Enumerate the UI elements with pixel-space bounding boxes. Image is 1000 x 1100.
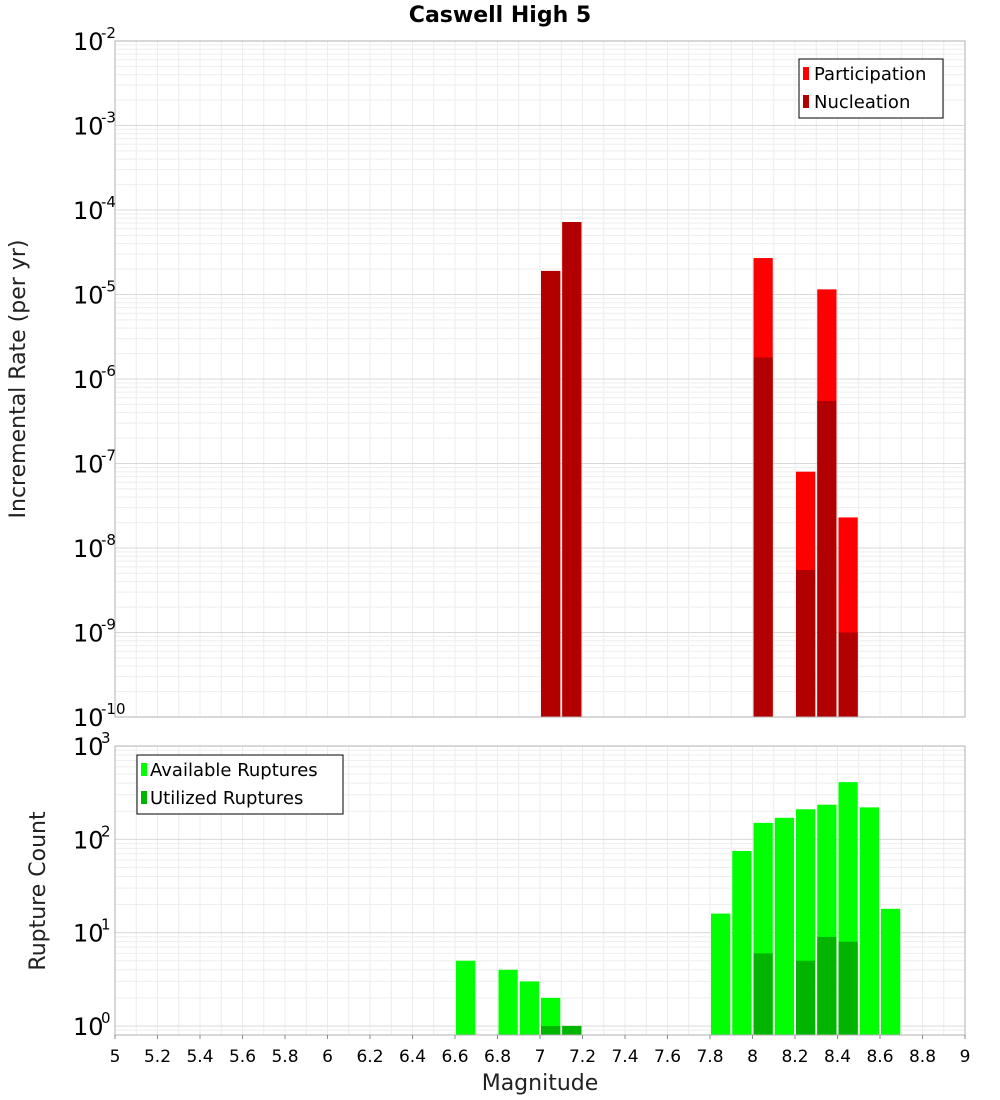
x-tick-label: 9 <box>960 1047 971 1067</box>
chart-title: Caswell High 5 <box>409 3 591 28</box>
top-ytick-exp: -2 <box>101 24 116 42</box>
top-ytick-exp: -9 <box>101 616 116 634</box>
x-tick-label: 6.8 <box>484 1047 511 1067</box>
bottom-ytick-base: 10 <box>73 733 104 761</box>
top-ytick-base: 10 <box>73 366 104 394</box>
bottom-ytick-base: 10 <box>73 1013 104 1041</box>
x-tick-label: 6.6 <box>441 1047 468 1067</box>
top-grid <box>114 40 966 718</box>
top-legend: Participation Nucleation <box>798 58 944 119</box>
x-tick-label: 8.6 <box>866 1047 893 1067</box>
bottom-bar-utilized-ruptures <box>817 936 837 1035</box>
bottom-ytick-base: 10 <box>73 920 104 948</box>
legend-nucleation-label: Nucleation <box>814 92 910 113</box>
top-ytick-base: 10 <box>73 113 104 141</box>
top-ytick-exp: -6 <box>101 362 116 380</box>
x-ticks: 5 5.2 5.4 5.6 5.8 6 6.2 6.4 6.6 6.8 7 7.2 7.4 7.6 7.8 8… <box>110 1035 971 1067</box>
bottom-bar-utilized-ruptures <box>541 1025 561 1035</box>
top-bar-nucleation <box>817 400 837 717</box>
top-ytick-exp: -8 <box>101 531 116 549</box>
bottom-bar-available-ruptures <box>541 997 561 1035</box>
top-ytick-base: 10 <box>73 704 104 732</box>
x-tick-label: 5.4 <box>186 1047 213 1067</box>
x-tick-label: 8.2 <box>781 1047 808 1067</box>
top-ytick-exp: -4 <box>101 193 116 211</box>
legend-nucleation-swatch <box>803 95 809 108</box>
x-tick-label: 5 <box>110 1047 121 1067</box>
bottom-y-axis-label: Rupture Count <box>26 811 51 971</box>
top-legend-box <box>798 58 944 119</box>
bottom-bar-utilized-ruptures <box>562 1025 582 1035</box>
x-tick-label: 6.2 <box>356 1047 383 1067</box>
top-ytick-base: 10 <box>73 451 104 479</box>
x-tick-label: 7.6 <box>654 1047 681 1067</box>
legend-available-label: Available Ruptures <box>150 760 318 781</box>
bottom-bar-utilized-ruptures <box>796 960 816 1035</box>
legend-participation-swatch <box>803 67 809 80</box>
x-axis-label: Magnitude <box>482 1071 599 1096</box>
bottom-bar-available-ruptures <box>732 850 752 1035</box>
top-bar-nucleation <box>541 270 561 717</box>
top-bar-nucleation <box>796 569 816 717</box>
top-bar-nucleation <box>562 222 582 717</box>
bottom-bar-available-ruptures <box>456 960 476 1035</box>
x-tick-label: 8.8 <box>909 1047 936 1067</box>
x-tick-label: 5.2 <box>144 1047 171 1067</box>
x-tick-label: 5.6 <box>229 1047 256 1067</box>
x-tick-label: 8.4 <box>824 1047 851 1067</box>
x-tick-label: 7.2 <box>569 1047 596 1067</box>
top-bars <box>541 222 858 717</box>
top-ytick-base: 10 <box>73 535 104 563</box>
top-y-axis-label: Incremental Rate (per yr) <box>6 240 31 519</box>
top-bar-nucleation <box>838 632 858 717</box>
bottom-ytick-exp: 0 <box>101 1009 111 1027</box>
x-tick-label: 6 <box>322 1047 333 1067</box>
x-tick-label: 6.4 <box>399 1047 426 1067</box>
top-ytick-base: 10 <box>73 282 104 310</box>
bottom-bar-available-ruptures <box>881 908 901 1035</box>
bottom-legend-box <box>136 754 344 815</box>
bottom-legend: Available Ruptures Utilized Ruptures <box>136 754 344 815</box>
bottom-ytick-exp: 3 <box>101 729 111 747</box>
bottom-bar-utilized-ruptures <box>753 953 773 1035</box>
top-ytick-base: 10 <box>73 620 104 648</box>
bottom-bar-available-ruptures <box>859 807 879 1035</box>
bottom-bar-available-ruptures <box>519 981 539 1035</box>
bottom-ytick-base: 10 <box>73 826 104 854</box>
top-bar-nucleation <box>753 357 773 717</box>
top-ytick-base: 10 <box>73 197 104 225</box>
top-plot-frame <box>114 40 966 718</box>
bottom-bar-available-ruptures <box>774 817 794 1035</box>
bottom-bar-available-ruptures <box>498 969 518 1035</box>
x-tick-label: 7.8 <box>696 1047 723 1067</box>
top-ytick-exp: -3 <box>101 109 116 127</box>
bottom-ytick-exp: 1 <box>101 916 111 934</box>
bottom-bar-available-ruptures <box>711 913 731 1035</box>
top-ytick-base: 10 <box>73 28 104 56</box>
top-ytick-exp: -10 <box>101 700 126 718</box>
top-ytick-exp: -5 <box>101 278 116 296</box>
x-tick-label: 7.4 <box>611 1047 638 1067</box>
bottom-bars <box>456 782 901 1035</box>
legend-utilized-label: Utilized Ruptures <box>150 788 303 809</box>
bottom-bar-utilized-ruptures <box>838 941 858 1035</box>
legend-participation-label: Participation <box>814 64 926 85</box>
bottom-ytick-exp: 2 <box>101 822 111 840</box>
top-ytick-exp: -7 <box>101 447 116 465</box>
legend-utilized-swatch <box>141 791 147 804</box>
x-tick-label: 8 <box>747 1047 758 1067</box>
legend-available-swatch <box>141 763 147 776</box>
x-tick-label: 7 <box>535 1047 546 1067</box>
x-tick-label: 5.8 <box>271 1047 298 1067</box>
